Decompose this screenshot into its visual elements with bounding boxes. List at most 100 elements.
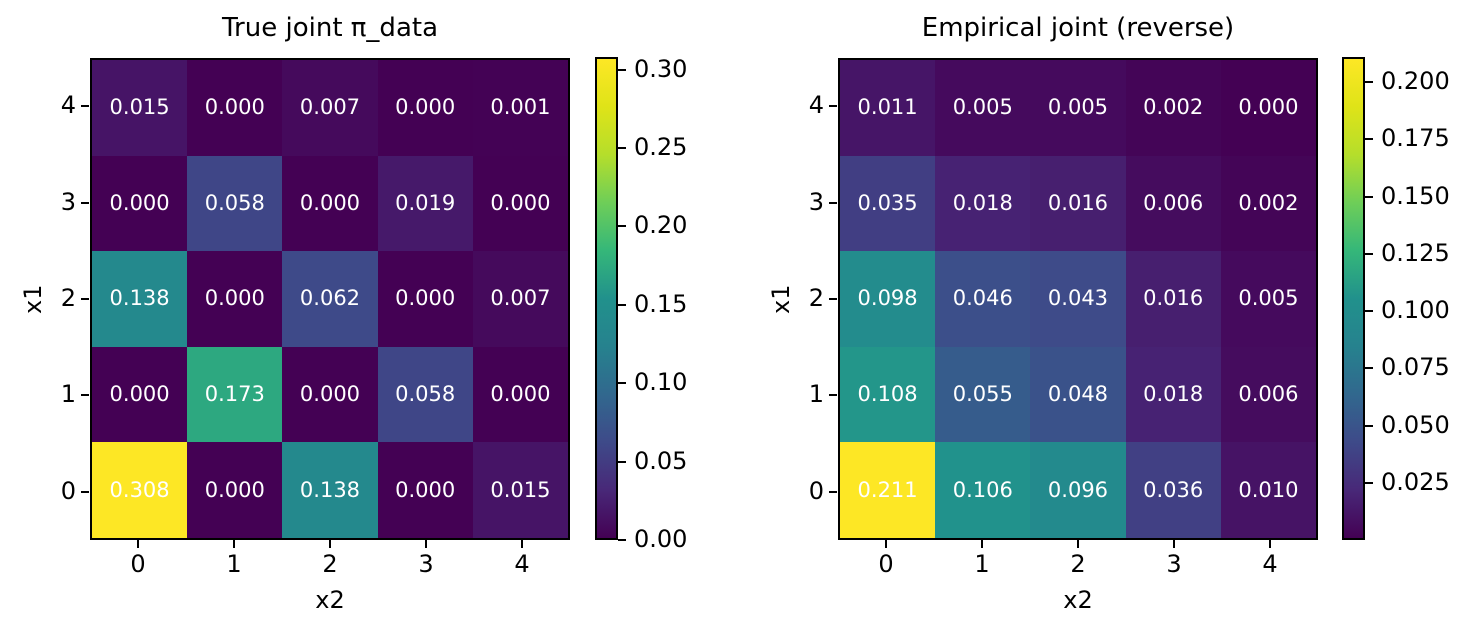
heatmap-cell-x1-0-x2-4: 0.010 [1220,442,1316,538]
x-tick-mark [329,540,331,548]
y-tick-mark [81,105,89,108]
y-tick-label: 0 [60,476,76,505]
heatmap-cell-x1-2-x2-2: 0.062 [282,251,378,347]
colorbar-tick-mark [1365,195,1373,198]
cell-value-label: 0.000 [490,190,551,215]
cell-value-label: 0.048 [1047,382,1109,407]
heatmap-cell-x1-3-x2-4: 0.002 [1220,155,1316,252]
cell-value-label: 0.058 [204,190,265,215]
heatmap-cell-x1-4-x2-1: 0.000 [187,60,283,156]
heatmap-cell-x1-4-x2-0: 0.011 [840,60,936,156]
heatmap-cell-x1-2-x2-0: 0.098 [840,251,936,347]
heatmap-cell-x1-1-x2-2: 0.000 [282,346,378,443]
x-tick-mark [981,540,983,548]
colorbar-tick-mark [618,68,626,71]
colorbar-tick-mark [1365,138,1373,141]
x-tick-label: 3 [1166,550,1182,578]
x-tick-mark [1269,540,1271,548]
y-tick-mark [829,201,837,204]
heatmap-cell-x1-3-x2-0: 0.035 [840,155,936,252]
cell-value-label: 0.000 [299,190,361,215]
heatmap-cell-x1-0-x2-4: 0.015 [472,442,568,538]
heatmap-cell-x1-4-x2-3: 0.000 [377,60,473,156]
heatmap-cell-x1-3-x2-3: 0.006 [1125,155,1221,252]
colorbar-tick-label: 0.15 [634,289,688,318]
cell-value-label: 0.211 [857,477,918,502]
y-tick-mark [829,394,837,397]
cell-value-label: 0.018 [952,190,1013,215]
colorbar-tick-label: 0.125 [1381,238,1450,267]
heatmap-cell-x1-2-x2-0: 0.138 [92,251,188,347]
cell-value-label: 0.015 [490,477,551,502]
cell-value-label: 0.000 [395,286,456,311]
y-tick-label: 1 [60,380,76,409]
colorbar-tick-mark [1365,481,1373,484]
y-tick-label: 3 [808,187,824,216]
heatmap-cell-x1-0-x2-1: 0.000 [187,442,283,538]
colorbar-tick-mark [618,382,626,385]
heatmap-grid: 0.015 0.000 0.007 0.000 0.001 0.000 0.058 0.000… [92,60,568,538]
cell-value-label: 0.018 [1143,382,1204,407]
x-tick-mark [1077,540,1079,548]
cell-value-label: 0.010 [1238,477,1299,502]
cell-value-label: 0.006 [1238,382,1299,407]
colorbar-tick-label: 0.175 [1381,124,1450,153]
cell-value-label: 0.005 [952,95,1013,120]
y-tick-mark [81,201,89,204]
heatmap-cell-x1-4-x2-3: 0.002 [1125,60,1221,156]
colorbar-tick-label: 0.20 [634,211,688,240]
x-tick-mark [1173,540,1175,548]
cell-value-label: 0.308 [109,477,170,502]
heatmap-cell-x1-0-x2-0: 0.308 [92,442,188,538]
y-tick-label: 1 [808,380,824,409]
cell-value-label: 0.062 [299,286,361,311]
colorbar-gradient [1344,59,1363,538]
colorbar-tick-label: 0.05 [634,446,688,475]
x-tick-label: 0 [130,550,146,578]
x-tick-mark [521,540,523,548]
heatmap-cell-x1-2-x2-4: 0.007 [472,251,568,347]
panel-title: Empirical joint (reverse) [921,13,1235,43]
cell-value-label: 0.011 [857,95,918,120]
heatmap-cell-x1-2-x2-1: 0.046 [935,251,1031,347]
cell-value-label: 0.000 [204,95,265,120]
cell-value-label: 0.000 [204,477,265,502]
heatmap-cell-x1-1-x2-3: 0.058 [377,346,473,443]
colorbar-tick-mark [1365,310,1373,313]
x-tick-label: 1 [226,550,242,578]
colorbar-tick-mark [618,146,626,149]
cell-value-label: 0.058 [395,382,456,407]
cell-value-label: 0.000 [109,190,170,215]
cell-value-label: 0.043 [1047,286,1109,311]
colorbar-tick-label: 0.30 [634,54,688,83]
cell-value-label: 0.005 [1238,286,1299,311]
y-tick-label: 0 [808,476,824,505]
cell-value-label: 0.000 [109,382,170,407]
x-tick-label: 2 [322,550,338,578]
cell-value-label: 0.016 [1047,190,1109,215]
colorbar-tick-label: 0.25 [634,132,688,161]
x-tick-label: 1 [974,550,990,578]
heatmap-cell-x1-3-x2-2: 0.016 [1030,155,1126,252]
heatmap-cell-x1-1-x2-1: 0.173 [187,346,283,443]
x-axis-label: x2 [315,586,345,614]
cell-value-label: 0.035 [857,190,918,215]
y-tick-label: 4 [808,91,824,120]
heatmap-cell-x1-2-x2-3: 0.000 [377,251,473,347]
colorbar-tick-label: 0.150 [1381,181,1450,210]
cell-value-label: 0.006 [1143,190,1204,215]
heatmap-cell-x1-0-x2-3: 0.036 [1125,442,1221,538]
x-axis-label: x2 [1063,586,1093,614]
heatmap-cell-x1-4-x2-2: 0.007 [282,60,378,156]
cell-value-label: 0.046 [952,286,1013,311]
heatmap-grid: 0.011 0.005 0.005 0.002 0.000 0.035 0.018 0.016… [840,60,1316,538]
panel-title: True joint π_data [222,13,438,43]
colorbar-tick-label: 0.200 [1381,67,1450,96]
cell-value-label: 0.173 [204,382,265,407]
heatmap-cell-x1-3-x2-1: 0.018 [935,155,1031,252]
x-tick-label: 2 [1070,550,1086,578]
cell-value-label: 0.055 [952,382,1013,407]
colorbar-tick-label: 0.100 [1381,296,1450,325]
